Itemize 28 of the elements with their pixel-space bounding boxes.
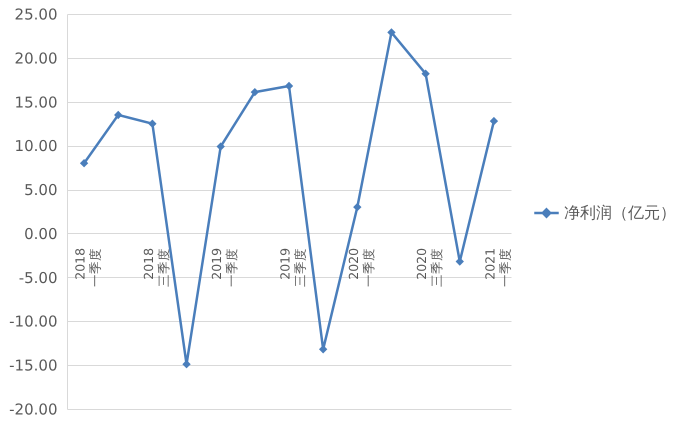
y-tick-label: 5.00 <box>24 181 58 200</box>
y-tick-label: -5.00 <box>18 268 58 287</box>
x-tick-label: 2020 三季度 <box>414 248 444 287</box>
y-tick-label: -15.00 <box>9 356 58 375</box>
y-tick-label: 25.00 <box>14 6 58 24</box>
y-tick-label: 20.00 <box>14 49 58 68</box>
point <box>216 142 225 151</box>
point <box>490 116 498 126</box>
x-tick-label: 2019 一季度 <box>209 248 240 287</box>
y-tick-label: 15.00 <box>14 93 58 112</box>
x-tick-label: 2018 一季度 <box>72 248 103 287</box>
point <box>353 202 362 212</box>
point <box>421 70 430 78</box>
y-tick-label: -20.00 <box>9 400 58 418</box>
point <box>148 120 157 128</box>
x-tick-label: 2018 三季度 <box>140 248 171 287</box>
y-tick-label: 10.00 <box>14 137 58 156</box>
point <box>80 159 88 168</box>
point <box>284 82 294 90</box>
point <box>387 28 396 37</box>
legend-label: 净利润（亿元） <box>564 203 676 222</box>
y-tick-label: -10.00 <box>9 312 58 331</box>
y-tick-label: 0.00 <box>24 224 58 243</box>
x-tick-label: 2020 一季度 <box>346 248 376 287</box>
point <box>114 110 122 120</box>
x-tick-label: 2021 一季度 <box>482 248 512 287</box>
x-tick-label: 2019 三季度 <box>278 248 308 287</box>
point <box>250 88 260 96</box>
